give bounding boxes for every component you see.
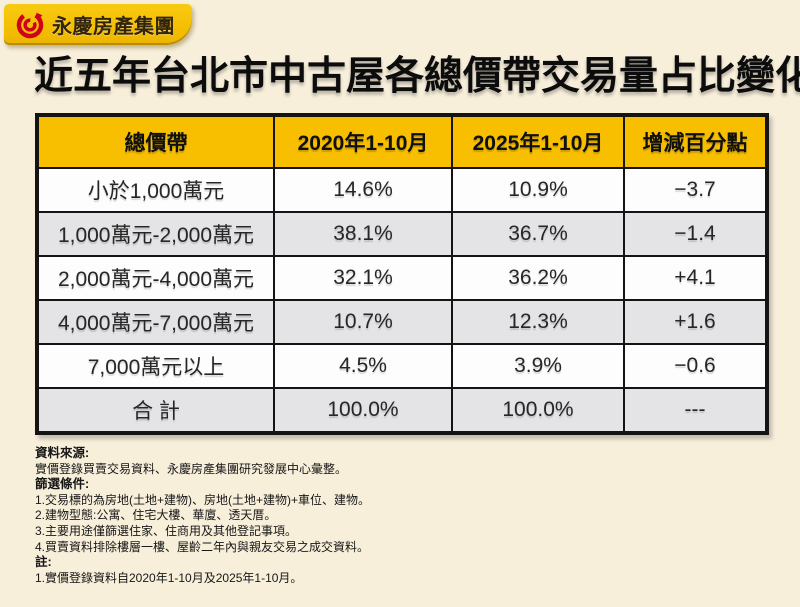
table-row: 4,000萬元-7,000萬元 10.7% 12.3% +1.6 xyxy=(36,299,768,345)
filter-item: 2.建物型態:公寓、住宅大樓、華廈、透天厝。 xyxy=(35,508,277,523)
change-cell: +4.1 xyxy=(623,255,768,301)
col-header-2020: 2020年1-10月 xyxy=(273,114,453,169)
table-row: 1,000萬元-2,000萬元 38.1% 36.7% −1.4 xyxy=(36,211,768,257)
value-2025-cell: 36.7% xyxy=(451,211,625,257)
col-header-price-band: 總價帶 xyxy=(36,114,275,169)
change-cell: −3.7 xyxy=(623,167,768,213)
filter-item: 3.主要用途僅篩選住家、住商用及其他登記事項。 xyxy=(35,523,298,538)
brand-name: 永慶房產集團 xyxy=(52,16,175,38)
change-cell: --- xyxy=(623,387,768,434)
footnotes: 資料來源: 實價登錄買賣交易資料、永慶房產集團研究發展中心彙整。 篩選條件: 1… xyxy=(35,446,765,586)
value-2020-cell: 10.7% xyxy=(273,299,453,345)
price-band-cell: 2,000萬元-4,000萬元 xyxy=(36,255,275,301)
value-2020-cell: 38.1% xyxy=(273,211,453,257)
note-item: 1.實價登錄資料自2020年1-10月及2025年1-10月。 xyxy=(35,570,303,585)
col-header-change: 增減百分點 xyxy=(623,114,768,169)
value-2020-cell: 100.0% xyxy=(273,387,453,434)
table-row: 2,000萬元-4,000萬元 32.1% 36.2% +4.1 xyxy=(36,255,768,301)
value-2025-cell: 3.9% xyxy=(451,343,625,389)
price-band-table: 總價帶 2020年1-10月 2025年1-10月 增減百分點 小於1,000萬… xyxy=(35,113,769,435)
page-title: 近五年台北市中古屋各總價帶交易量占比變化 xyxy=(34,52,800,103)
title-prefix: 近五年台北市中古屋 xyxy=(34,55,386,98)
filter-item: 4.買賣資料排除樓層一樓、屋齡二年內與親友交易之成交資料。 xyxy=(35,539,370,554)
price-band-cell: 7,000萬元以上 xyxy=(36,343,275,389)
table-row: 7,000萬元以上 4.5% 3.9% −0.6 xyxy=(36,343,768,389)
brand-logo-icon xyxy=(15,10,45,40)
value-2025-cell: 12.3% xyxy=(451,299,625,345)
table-total-row: 合 計 100.0% 100.0% --- xyxy=(36,387,768,434)
source-text: 實價登錄買賣交易資料、永慶房產集團研究發展中心彙整。 xyxy=(35,461,348,476)
price-band-cell: 1,000萬元-2,000萬元 xyxy=(36,211,275,257)
table-row: 小於1,000萬元 14.6% 10.9% −3.7 xyxy=(36,167,768,213)
filter-item: 1.交易標的為房地(土地+建物)、房地(土地+建物)+車位、建物。 xyxy=(35,492,371,507)
value-2020-cell: 4.5% xyxy=(273,343,453,389)
filter-label: 篩選條件: xyxy=(35,477,90,492)
price-band-cell: 合 計 xyxy=(36,387,275,434)
value-2020-cell: 14.6% xyxy=(273,167,453,213)
price-band-cell: 小於1,000萬元 xyxy=(36,167,275,213)
change-cell: −0.6 xyxy=(623,343,768,389)
change-cell: −1.4 xyxy=(623,211,768,257)
col-header-2025: 2025年1-10月 xyxy=(451,114,625,169)
value-2025-cell: 100.0% xyxy=(451,387,625,434)
title-emphasis: 各總價帶交易量占比變化 xyxy=(385,55,800,98)
source-label: 資料來源: xyxy=(35,446,90,460)
note-label: 註: xyxy=(35,555,52,570)
table-header-row: 總價帶 2020年1-10月 2025年1-10月 增減百分點 xyxy=(36,114,768,169)
price-band-cell: 4,000萬元-7,000萬元 xyxy=(36,299,275,345)
brand-banner: 永慶房產集團 xyxy=(4,4,192,45)
value-2025-cell: 36.2% xyxy=(451,255,625,301)
change-cell: +1.6 xyxy=(623,299,768,345)
value-2020-cell: 32.1% xyxy=(273,255,453,301)
value-2025-cell: 10.9% xyxy=(451,167,625,213)
